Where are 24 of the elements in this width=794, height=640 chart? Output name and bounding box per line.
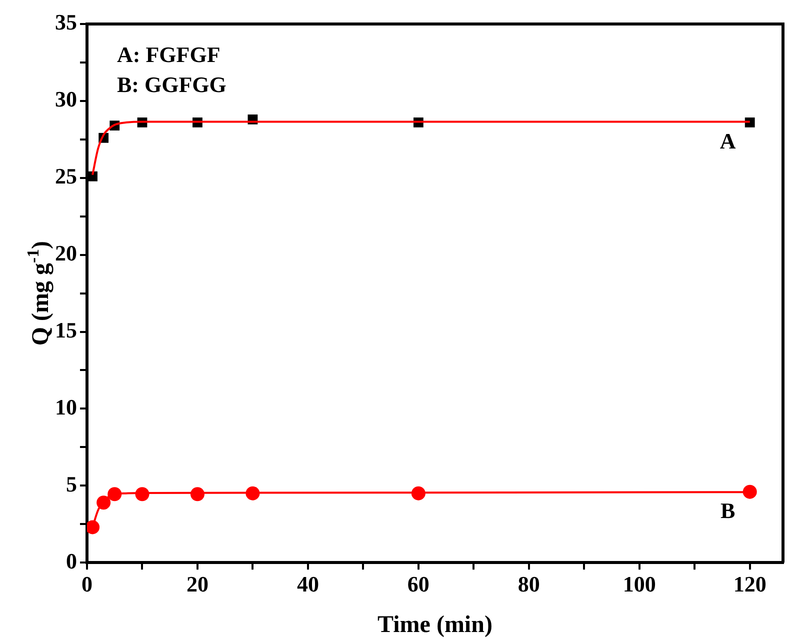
y-tick-label: 0	[66, 548, 77, 574]
x-axis-title: Time (min)	[378, 612, 492, 638]
annotation: B: GGFGG	[117, 72, 226, 97]
y-axis-title: Q (mg g-1)	[23, 240, 54, 346]
point	[88, 171, 98, 182]
series-label: B	[720, 498, 736, 523]
y-tick-label: 30	[55, 86, 77, 112]
y-tick-label: 10	[55, 394, 77, 420]
y-tick-label: 5	[66, 471, 77, 496]
y-tick-label: 20	[55, 240, 77, 266]
x-tick-label: 40	[296, 571, 319, 596]
x-tick-label: 80	[518, 571, 540, 596]
annotation: A: FGFGF	[117, 42, 220, 67]
series-label: A	[720, 128, 736, 154]
y-tick-label: 35	[55, 10, 77, 35]
point	[742, 484, 757, 499]
x-tick-label: 120	[733, 571, 766, 596]
x-tick-label: 100	[622, 571, 656, 596]
x-tick-label: 0	[82, 571, 92, 596]
x-tick-label: 20	[186, 571, 208, 596]
y-tick-label: 15	[55, 317, 77, 342]
point	[87, 520, 100, 534]
y-tick-label: 25	[55, 164, 77, 189]
x-tick-label: 60	[407, 571, 430, 596]
